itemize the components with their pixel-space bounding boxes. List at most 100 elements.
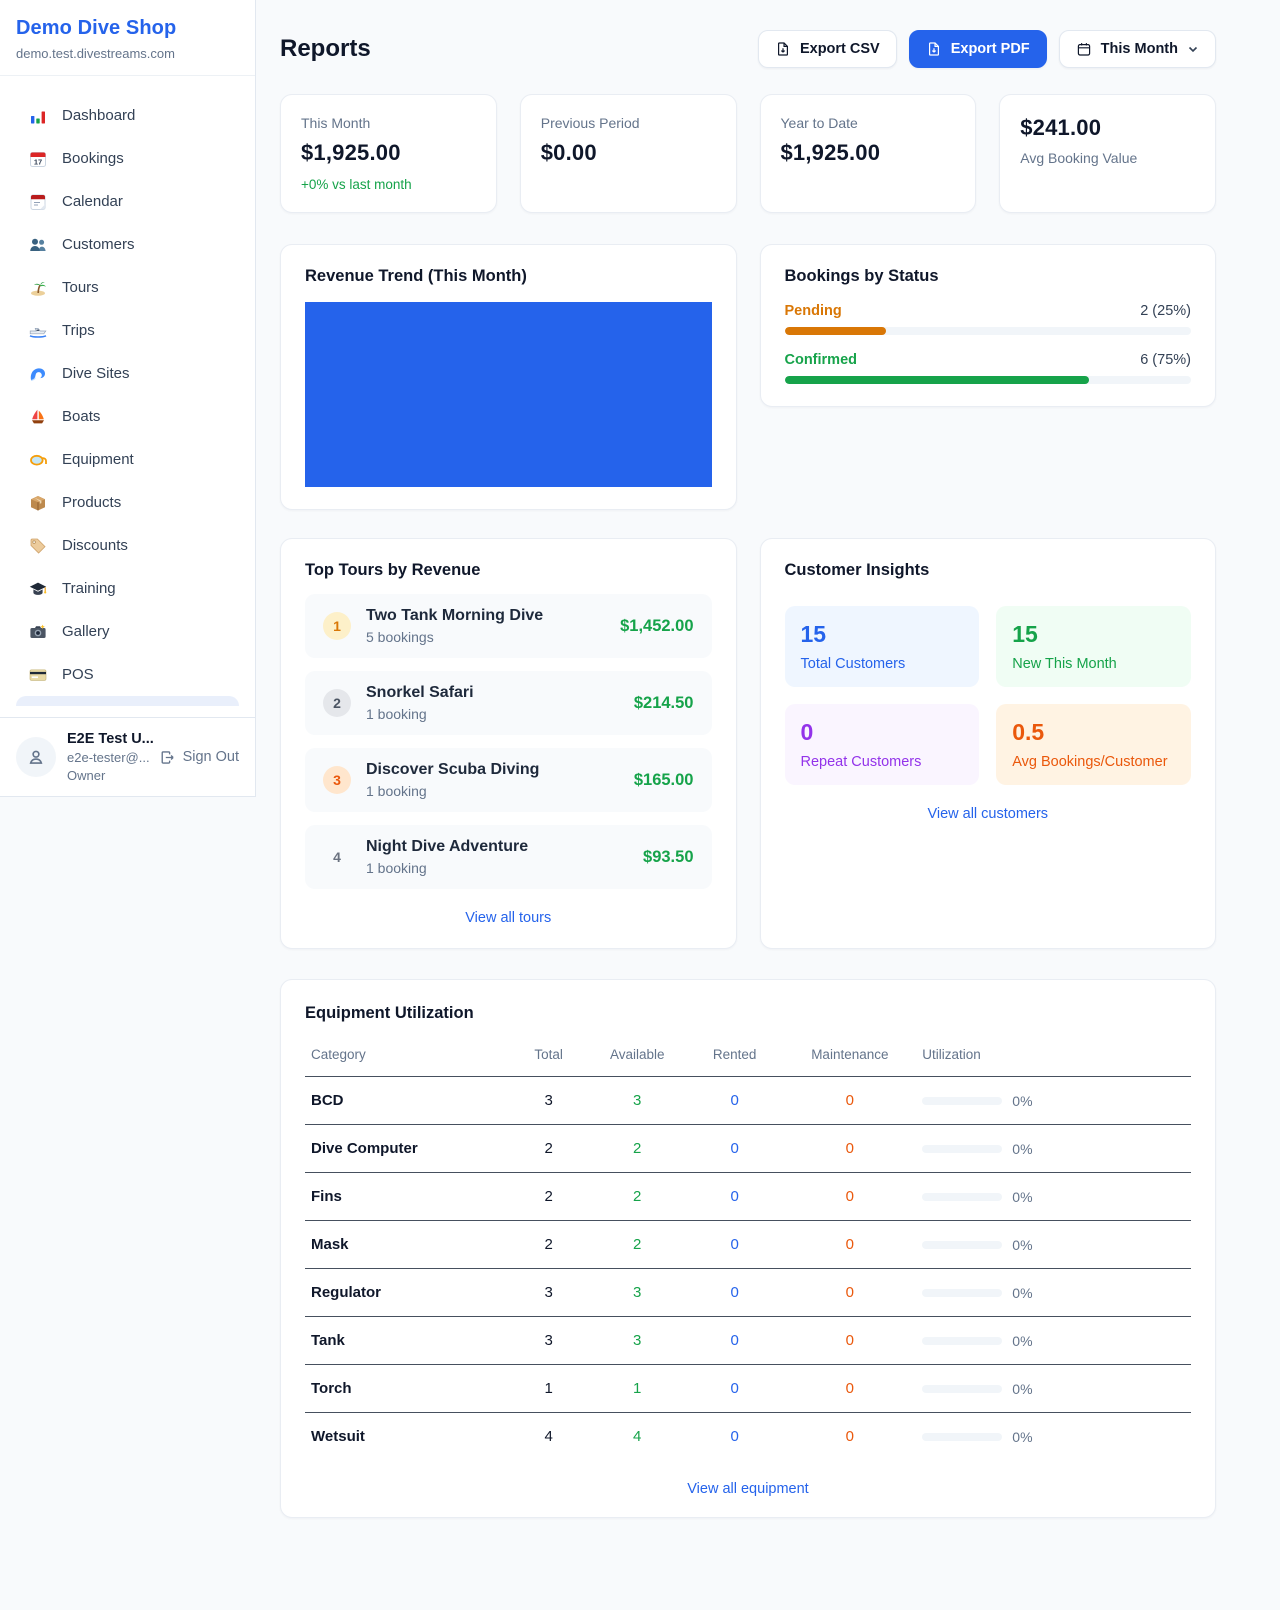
sidebar-item-label: Trips xyxy=(62,322,95,339)
view-all-customers-link[interactable]: View all customers xyxy=(927,806,1049,822)
export-csv-button[interactable]: Export CSV xyxy=(757,30,897,68)
sidebar-item-label: Boats xyxy=(62,408,101,425)
sidebar-item-label: Discounts xyxy=(62,537,128,554)
stat-card-avg-booking-value: $241.00 Avg Booking Value xyxy=(999,94,1216,213)
status-progress-fill xyxy=(784,376,1090,384)
tile-label: New This Month xyxy=(1012,656,1117,672)
cell-utilization: 0% xyxy=(916,1172,1191,1221)
revenue-trend-card: Revenue Trend (This Month) xyxy=(280,244,737,510)
stat-value: $241.00 xyxy=(1020,115,1102,140)
sidebar-item-dive-sites[interactable]: Dive Sites xyxy=(12,352,243,395)
table-row: Wetsuit 4 4 0 0 0% xyxy=(305,1413,1191,1461)
tour-row: 3 Discover Scuba Diving 1 booking $165.0… xyxy=(305,748,712,812)
cell-category: Wetsuit xyxy=(311,1428,365,1445)
sidebar-item-selected-partial[interactable] xyxy=(16,696,239,706)
sidebar-item-bookings[interactable]: 17 Bookings xyxy=(12,137,243,180)
sidebar-item-calendar[interactable]: Calendar xyxy=(12,180,243,223)
sidebar-item-dashboard[interactable]: Dashboard xyxy=(12,94,243,137)
insight-tiles: 15 Total Customers 15 New This Month 0 R… xyxy=(784,606,1191,785)
view-all-tours-link[interactable]: View all tours xyxy=(465,910,552,926)
bookings-by-status-title: Bookings by Status xyxy=(784,267,939,285)
cell-category: BCD xyxy=(305,1076,509,1125)
sidebar-item-discounts[interactable]: Discounts xyxy=(12,524,243,567)
sidebar-item-label: Calendar xyxy=(62,193,123,210)
utilization-bar xyxy=(922,1192,1003,1201)
cell-rented: 0 xyxy=(685,1076,784,1125)
utilization-percent: 0% xyxy=(1012,1332,1033,1349)
sidebar-item-pos[interactable]: POS xyxy=(12,653,243,696)
cell-rented: 0 xyxy=(685,1316,784,1365)
sidebar-nav: Dashboard 17 Bookings Calendar Customers… xyxy=(0,76,255,717)
cell-utilization: 0% xyxy=(916,1124,1191,1173)
charts-row: Revenue Trend (This Month) Bookings by S… xyxy=(280,244,1216,510)
period-label: This Month xyxy=(1100,41,1178,57)
sidebar-item-products[interactable]: Products xyxy=(12,481,243,524)
utilization-percent: 0% xyxy=(1012,1428,1033,1445)
sidebar-item-equipment[interactable]: Equipment xyxy=(12,438,243,481)
status-value: 2 (25%) xyxy=(1140,303,1191,319)
status-value: 6 (75%) xyxy=(1140,352,1191,368)
cell-available: 4 xyxy=(633,1428,642,1445)
utilization-bar xyxy=(922,1096,1003,1105)
cell-rented: 0 xyxy=(685,1124,784,1173)
sidebar-item-trips[interactable]: Trips xyxy=(12,309,243,352)
tour-revenue: $1,452.00 xyxy=(620,616,694,635)
main-content: Reports Export CSV Export PDF This Month… xyxy=(280,0,1216,1518)
utilization-bar xyxy=(922,1336,1003,1345)
tile-value: 0 xyxy=(800,719,814,745)
speedboat-icon xyxy=(28,321,48,341)
page-header: Reports Export CSV Export PDF This Month xyxy=(280,30,1216,68)
cell-total: 3 xyxy=(508,1316,589,1365)
tile-total-customers: 15 Total Customers xyxy=(784,606,980,687)
tour-bookings: 1 booking xyxy=(366,783,427,799)
tour-row: 1 Two Tank Morning Dive 5 bookings $1,45… xyxy=(305,594,712,658)
sidebar-item-customers[interactable]: Customers xyxy=(12,223,243,266)
sidebar-item-label: Dive Sites xyxy=(62,365,130,382)
column-header-category: Category xyxy=(305,1039,509,1077)
utilization-bar xyxy=(922,1240,1003,1249)
cell-category: Tank xyxy=(305,1316,509,1365)
tile-label: Total Customers xyxy=(800,656,906,672)
utilization-percent: 0% xyxy=(1012,1140,1033,1157)
credit-card-icon xyxy=(28,665,48,685)
sidebar-item-boats[interactable]: Boats xyxy=(12,395,243,438)
sidebar-item-gallery[interactable]: Gallery xyxy=(12,610,243,653)
tile-value: 0.5 xyxy=(1012,719,1045,745)
period-dropdown[interactable]: This Month xyxy=(1058,30,1216,68)
sidebar-item-label: Gallery xyxy=(62,623,110,640)
sidebar-item-tours[interactable]: Tours xyxy=(12,266,243,309)
cell-utilization: 0% xyxy=(916,1364,1191,1413)
tile-value: 15 xyxy=(800,621,827,647)
utilization-percent: 0% xyxy=(1012,1284,1033,1301)
cell-utilization: 0% xyxy=(916,1413,1191,1461)
utilization-percent: 0% xyxy=(1012,1380,1033,1397)
stats-row: This Month $1,925.00 +0% vs last month P… xyxy=(280,94,1216,213)
sidebar-item-training[interactable]: Training xyxy=(12,567,243,610)
stat-value: $1,925.00 xyxy=(780,140,881,165)
customer-insights-title: Customer Insights xyxy=(784,561,930,579)
sign-out-button[interactable]: Sign Out xyxy=(159,749,239,766)
view-all-equipment-link[interactable]: View all equipment xyxy=(687,1481,809,1497)
revenue-trend-title: Revenue Trend (This Month) xyxy=(305,267,527,285)
rank-badge: 1 xyxy=(323,612,351,640)
export-pdf-label: Export PDF xyxy=(950,41,1030,57)
shop-subdomain: demo.test.divestreams.com xyxy=(16,46,175,61)
bookings-by-status-card: Bookings by Status Pending 2 (25%) Confi… xyxy=(759,244,1216,407)
export-pdf-button[interactable]: Export PDF xyxy=(908,30,1047,68)
top-tours-card: Top Tours by Revenue 1 Two Tank Morning … xyxy=(280,538,737,949)
status-label: Pending xyxy=(784,303,842,319)
equipment-utilization-card: Equipment Utilization Category Total Ava… xyxy=(280,979,1216,1518)
cell-total: 1 xyxy=(508,1364,589,1413)
cell-maintenance: 0 xyxy=(783,1220,917,1269)
table-row: Dive Computer 2 2 0 0 0% xyxy=(305,1124,1191,1173)
rank-badge: 2 xyxy=(323,689,351,717)
stat-card-previous-period: Previous Period $0.00 xyxy=(519,94,737,213)
utilization-bar xyxy=(922,1384,1003,1393)
utilization-percent: 0% xyxy=(1012,1188,1033,1205)
tour-name: Night Dive Adventure xyxy=(366,838,529,855)
header-actions: Export CSV Export PDF This Month xyxy=(757,30,1216,68)
cell-available: 3 xyxy=(588,1076,686,1125)
status-label: Confirmed xyxy=(784,352,858,368)
rank-badge: 3 xyxy=(323,766,351,794)
cell-available: 2 xyxy=(588,1172,686,1221)
